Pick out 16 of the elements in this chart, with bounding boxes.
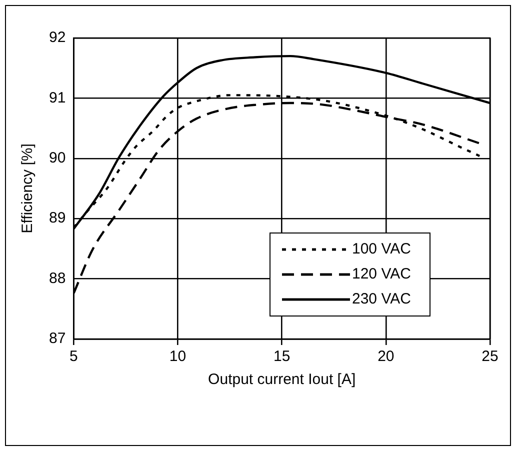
x-tick-label: 25 xyxy=(482,348,498,366)
y-tick-label: 91 xyxy=(48,89,66,106)
legend-label: 120 VAC xyxy=(352,266,412,283)
y-tick-label: 87 xyxy=(48,330,66,348)
y-axis-title: Efficiency [%] xyxy=(19,144,36,234)
legend-label: 230 VAC xyxy=(352,290,412,308)
y-tick-label: 92 xyxy=(48,29,66,46)
y-tick-label: 90 xyxy=(48,150,66,167)
x-tick-label: 5 xyxy=(70,348,78,366)
y-tick-label: 89 xyxy=(48,210,66,227)
legend-label: 100 VAC xyxy=(352,240,412,258)
x-tick-label: 10 xyxy=(169,348,186,366)
x-tick-label: 20 xyxy=(378,348,394,366)
x-tick-label: 15 xyxy=(274,348,290,366)
y-tick-label: 88 xyxy=(48,270,66,287)
x-axis-title: Output current Iout [A] xyxy=(208,371,356,388)
